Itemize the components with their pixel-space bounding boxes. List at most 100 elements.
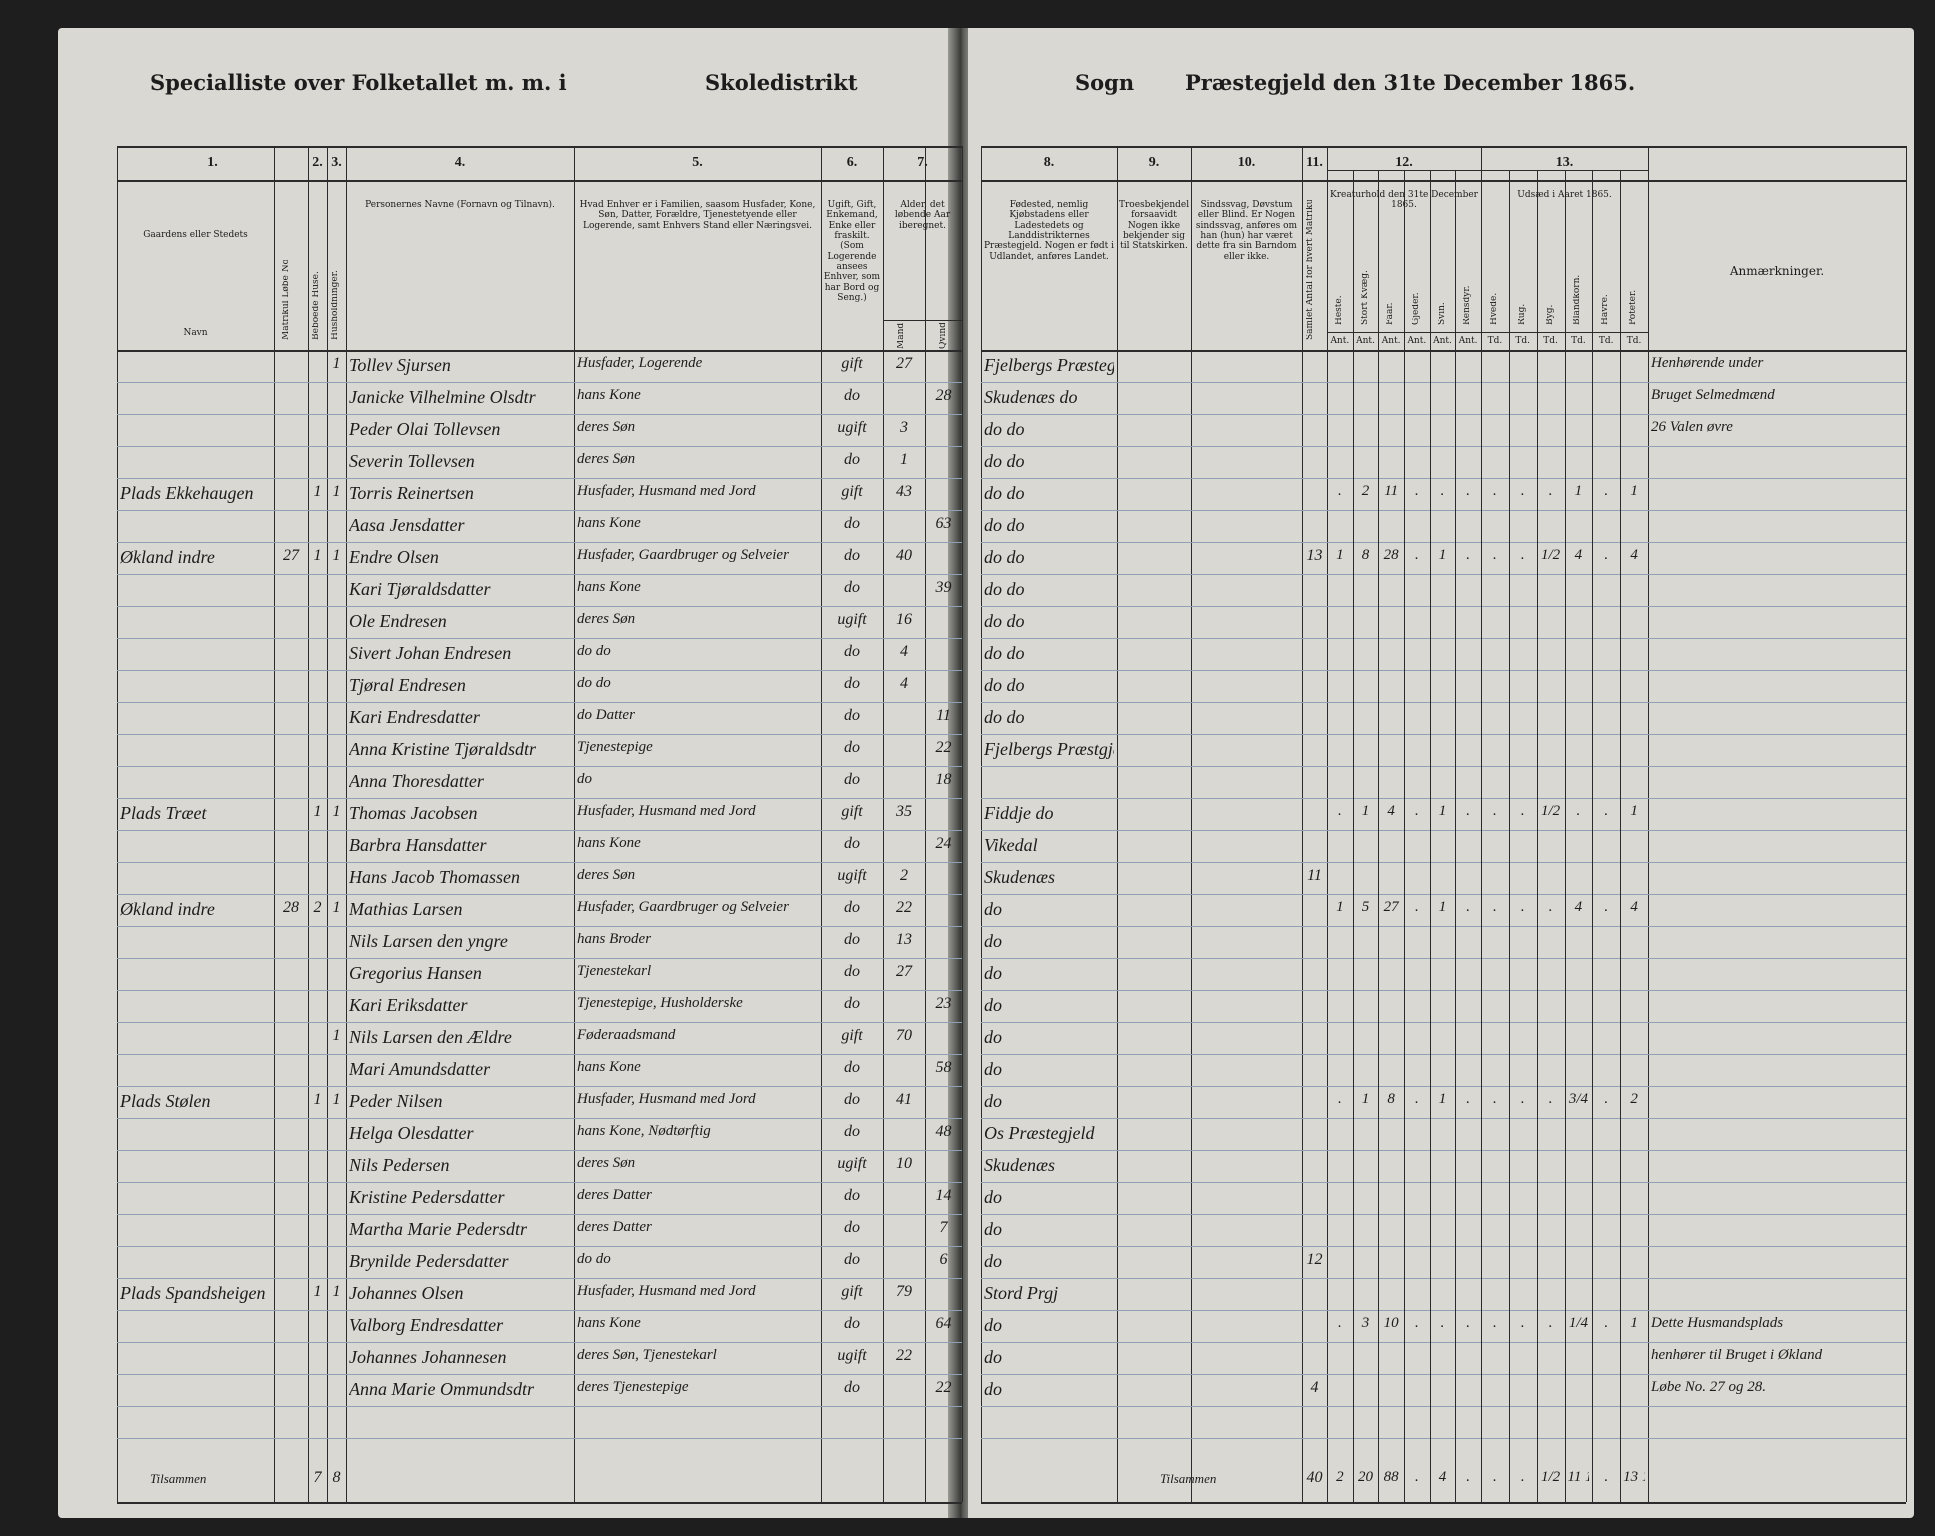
stock-value: . xyxy=(1414,548,1419,563)
birth: do xyxy=(984,1060,1002,1079)
row-rule xyxy=(117,574,962,575)
column-number: 8. xyxy=(1043,156,1055,170)
status: do xyxy=(844,1220,860,1236)
name: Barbra Hansdatter xyxy=(349,836,487,855)
stock-value: 1 xyxy=(1361,804,1370,819)
status: gift xyxy=(841,1284,863,1300)
column-header: Alder, det løbende Aar iberegnet. xyxy=(894,200,951,231)
seed-value: . xyxy=(1548,484,1553,499)
hh: 1 xyxy=(332,1028,341,1044)
row-rule xyxy=(117,1438,962,1439)
name: Hans Jacob Thomassen xyxy=(349,868,520,887)
column-rule xyxy=(574,146,575,1502)
column-rule xyxy=(1191,146,1192,1502)
row-rule xyxy=(981,830,1906,831)
table-rule xyxy=(981,180,1906,182)
name: Peder Nilsen xyxy=(349,1092,443,1111)
stock-value: 11 xyxy=(1384,484,1399,499)
row-rule xyxy=(981,670,1906,671)
birth: do xyxy=(984,1092,1002,1111)
row-rule xyxy=(117,702,962,703)
seed-value: 1/4 xyxy=(1568,1316,1588,1331)
count: 13 xyxy=(1306,548,1323,564)
column-rule xyxy=(308,146,309,1502)
role: do do xyxy=(577,676,611,691)
birth: Vikedal xyxy=(984,836,1038,855)
column-number: 10. xyxy=(1237,156,1256,170)
birth: do xyxy=(984,1220,1002,1239)
status: do xyxy=(844,740,860,756)
row-rule xyxy=(117,1150,962,1151)
status: do xyxy=(844,1380,860,1396)
row-rule xyxy=(981,510,1906,511)
role: hans Kone xyxy=(577,1316,641,1331)
column-number: 1. xyxy=(207,156,218,170)
column-rule xyxy=(1648,146,1649,1502)
birth: Fjelbergs Præstegjeld xyxy=(984,356,1114,375)
seed-value: . xyxy=(1604,900,1609,915)
seed-value: 4 xyxy=(1574,900,1583,915)
seed-value: . xyxy=(1493,804,1497,819)
stock-value: 20 xyxy=(1357,1470,1373,1485)
row-rule xyxy=(981,990,1906,991)
hh: 1 xyxy=(332,484,341,500)
seed-value: . xyxy=(1548,900,1553,915)
birth: do do xyxy=(984,612,1025,631)
row-rule xyxy=(981,1086,1906,1087)
row-rule xyxy=(117,798,962,799)
birth: Skudenæs xyxy=(984,868,1055,887)
seed-value: . xyxy=(1548,1092,1553,1107)
row-rule xyxy=(981,574,1906,575)
unit: Td. xyxy=(1487,336,1503,346)
row-rule xyxy=(117,1374,962,1375)
name: Nils Larsen den Ældre xyxy=(349,1028,512,1047)
status: do xyxy=(844,1092,860,1108)
row-rule xyxy=(117,830,962,831)
age-f: 11 xyxy=(936,708,951,724)
seed-value: 1/2 xyxy=(1540,804,1561,819)
column-rule xyxy=(1455,170,1457,1502)
column-rule xyxy=(1404,170,1405,1502)
row-rule xyxy=(981,1342,1906,1343)
matr: 27 xyxy=(283,548,299,564)
age-m: 3 xyxy=(900,420,908,436)
birth: do xyxy=(984,1188,1002,1207)
status: do xyxy=(844,708,860,724)
role: Husfader, Logerende xyxy=(577,356,703,371)
column-rule xyxy=(346,146,347,1502)
birth: do do xyxy=(984,484,1025,503)
unit: Td. xyxy=(1598,336,1614,346)
birth: Fjelbergs Præstgjd xyxy=(984,740,1114,759)
seed-value: . xyxy=(1604,804,1609,819)
stock-value: . xyxy=(1466,1092,1471,1107)
district: Skoledistrikt xyxy=(705,72,858,95)
seed-value: . xyxy=(1520,1470,1525,1485)
age-m: 35 xyxy=(896,804,912,820)
hh: 1 xyxy=(332,356,341,372)
age-f: 24 xyxy=(935,836,952,852)
birth: do xyxy=(984,1348,1002,1367)
row-rule xyxy=(981,1374,1906,1375)
birth: Skudenæs xyxy=(984,1156,1055,1175)
birth: do xyxy=(984,1316,1002,1335)
stock-value: . xyxy=(1414,484,1419,499)
row-rule xyxy=(117,382,962,383)
seed-value: . xyxy=(1604,548,1609,563)
role: Husfader, Husmand med Jord xyxy=(577,804,756,819)
age-f: 22 xyxy=(935,1380,952,1396)
age-f: 58 xyxy=(935,1060,952,1076)
houses: 2 xyxy=(313,900,322,916)
count: 11 xyxy=(1307,868,1322,884)
place: Plads Ekkehaugen xyxy=(120,484,254,503)
stock-value: . xyxy=(1466,484,1471,499)
role: deres Søn xyxy=(577,1156,636,1171)
column-header: Sindssvag, Døvstum eller Blind. Er Nogen… xyxy=(1195,200,1298,262)
role: hans Kone, Nødtørftig xyxy=(577,1124,711,1139)
role: Tjenestepige xyxy=(577,740,653,755)
remark: Løbe No. 27 og 28. xyxy=(1651,1380,1767,1395)
column-rule xyxy=(962,146,963,1502)
column-number: 3. xyxy=(331,156,342,170)
seed-value: . xyxy=(1604,1470,1609,1485)
row-rule xyxy=(981,478,1906,479)
age-f: 48 xyxy=(935,1124,952,1140)
